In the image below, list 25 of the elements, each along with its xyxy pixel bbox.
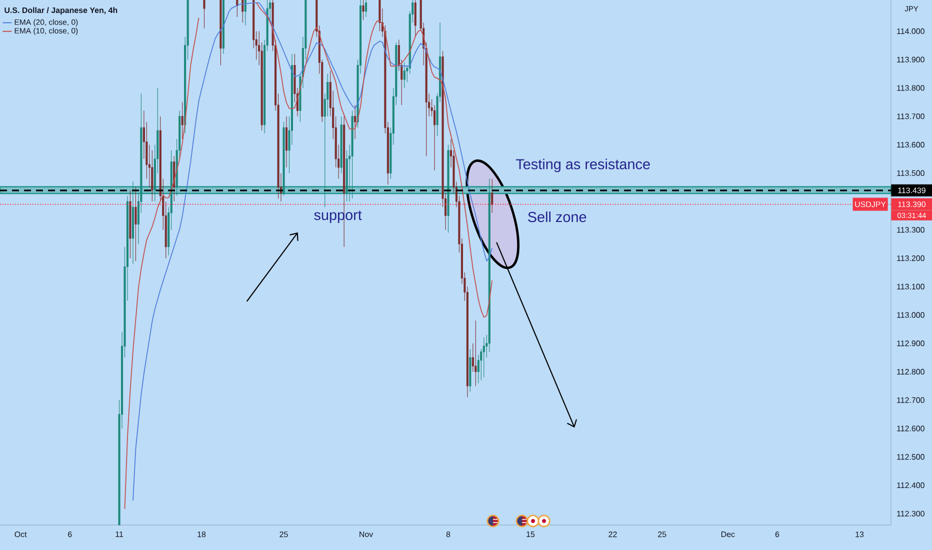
- candlestick: [474, 320, 477, 386]
- candlestick: [447, 144, 450, 233]
- candlestick: [340, 116, 342, 174]
- candlestick: [351, 110, 354, 199]
- candlestick: [362, 0, 364, 20]
- annotation: Testing as resistance: [516, 158, 650, 172]
- candlestick: [285, 116, 288, 168]
- candlestick: [181, 102, 184, 140]
- candlestick: [134, 187, 137, 262]
- candlestick: [469, 348, 472, 392]
- candlestick: [132, 181, 134, 264]
- candlestick: [222, 0, 224, 54]
- annotation: Sell zone: [528, 211, 586, 222]
- candlestick: [129, 190, 132, 259]
- candlestick: [203, 0, 206, 29]
- candlestick: [354, 104, 356, 140]
- candlestick: [364, 0, 368, 18]
- candlestick: [403, 62, 406, 88]
- candlestick: [282, 122, 285, 196]
- candlestick: [244, 0, 246, 26]
- candlestick: [220, 0, 222, 66]
- candlestick: [242, 0, 244, 23]
- candlestick: [482, 337, 485, 378]
- candlestick: [414, 0, 416, 38]
- candlestick: [491, 178, 494, 214]
